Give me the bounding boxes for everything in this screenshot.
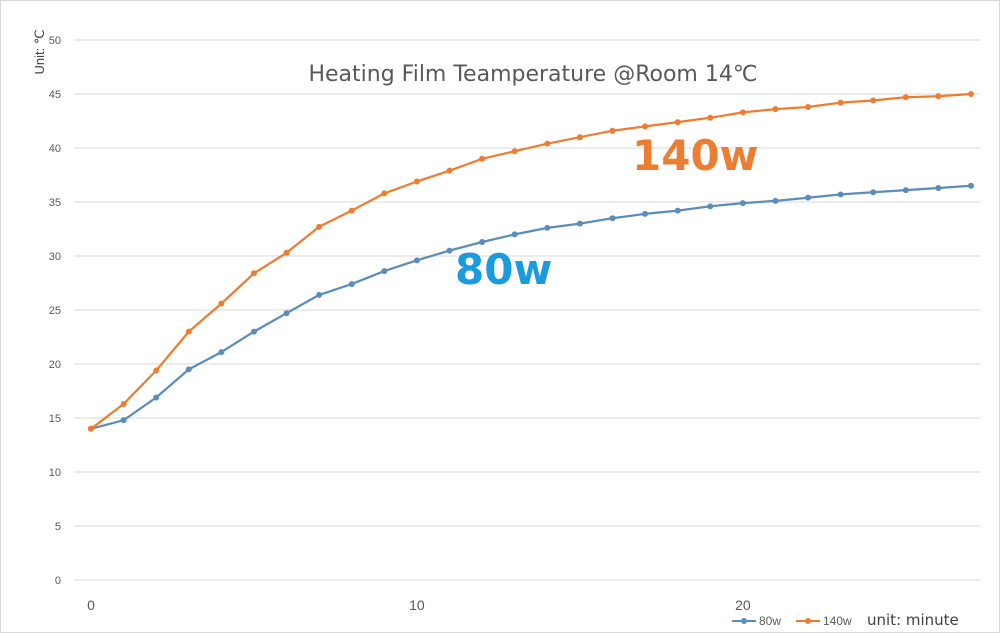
data-point-80w bbox=[446, 247, 453, 254]
data-point-80w bbox=[707, 203, 714, 210]
series-line-140w bbox=[90, 92, 972, 430]
data-point-80w bbox=[837, 191, 844, 198]
data-point-80w bbox=[674, 207, 681, 214]
data-point-140w bbox=[511, 148, 518, 155]
data-point-80w bbox=[902, 187, 909, 194]
data-point-80w bbox=[772, 197, 779, 204]
data-point-140w bbox=[837, 99, 844, 106]
data-point-140w bbox=[250, 270, 257, 277]
data-point-140w bbox=[153, 367, 160, 374]
legend-label-80w: 80w bbox=[759, 614, 781, 628]
y-tick-label: 15 bbox=[49, 413, 61, 425]
series-group bbox=[88, 91, 974, 432]
data-point-140w bbox=[316, 223, 323, 230]
data-point-80w bbox=[250, 328, 257, 335]
data-point-80w bbox=[609, 215, 616, 222]
data-point-80w bbox=[870, 189, 877, 196]
y-tick-label: 30 bbox=[49, 251, 61, 263]
data-point-140w bbox=[446, 167, 453, 174]
data-point-140w bbox=[805, 103, 812, 110]
data-point-80w bbox=[348, 281, 355, 288]
data-point-80w bbox=[935, 184, 942, 191]
data-point-80w bbox=[316, 291, 323, 298]
x-tick-label: 10 bbox=[409, 597, 425, 613]
data-point-140w bbox=[968, 91, 974, 97]
data-point-80w bbox=[413, 257, 420, 264]
data-point-80w bbox=[153, 394, 160, 401]
data-point-140w bbox=[642, 123, 649, 130]
data-point-140w bbox=[772, 106, 779, 113]
data-point-140w bbox=[88, 425, 94, 432]
data-point-140w bbox=[381, 190, 388, 197]
annotation-80w: 80w bbox=[455, 245, 552, 294]
data-point-80w bbox=[968, 182, 974, 189]
data-point-80w bbox=[479, 238, 486, 245]
legend: 80w 140w bbox=[732, 614, 852, 628]
y-axis-ticks: 0 5 10 15 20 25 30 35 40 45 50 bbox=[49, 35, 61, 587]
data-point-140w bbox=[185, 328, 192, 335]
data-point-140w bbox=[413, 178, 420, 185]
data-point-140w bbox=[283, 249, 290, 256]
data-point-140w bbox=[902, 94, 909, 101]
data-point-80w bbox=[120, 417, 127, 424]
data-point-140w bbox=[120, 400, 127, 407]
annotation-140w: 140w bbox=[632, 131, 758, 180]
x-tick-label: 0 bbox=[87, 597, 95, 613]
legend-marker-80w bbox=[741, 618, 747, 624]
y-tick-label: 25 bbox=[49, 305, 61, 317]
data-point-140w bbox=[348, 207, 355, 214]
data-point-140w bbox=[674, 119, 681, 126]
y-tick-label: 20 bbox=[49, 359, 61, 371]
y-tick-label: 0 bbox=[55, 575, 61, 587]
y-tick-label: 5 bbox=[55, 521, 61, 533]
legend-label-140w: 140w bbox=[823, 614, 852, 628]
data-point-140w bbox=[935, 93, 942, 100]
data-point-140w bbox=[707, 114, 714, 121]
data-point-140w bbox=[544, 140, 551, 147]
data-point-80w bbox=[576, 220, 583, 227]
data-point-140w bbox=[218, 300, 225, 307]
data-point-80w bbox=[544, 224, 551, 231]
x-axis-ticks: 0 10 20 bbox=[87, 597, 751, 613]
data-point-80w bbox=[739, 200, 746, 207]
data-point-80w bbox=[185, 366, 192, 373]
data-point-80w bbox=[218, 349, 225, 356]
y-axis-label: Unit: ℃ bbox=[32, 30, 47, 75]
series-line-80w bbox=[90, 184, 972, 430]
y-tick-label: 40 bbox=[49, 143, 61, 155]
data-point-80w bbox=[805, 194, 812, 201]
data-point-140w bbox=[576, 134, 583, 141]
data-point-80w bbox=[642, 210, 649, 217]
data-point-140w bbox=[739, 109, 746, 116]
x-tick-label: 20 bbox=[735, 597, 751, 613]
y-tick-label: 45 bbox=[49, 89, 61, 101]
legend-marker-140w bbox=[805, 618, 811, 624]
grid-lines bbox=[74, 39, 980, 581]
data-point-80w bbox=[283, 310, 290, 317]
y-tick-label: 50 bbox=[49, 35, 61, 47]
data-point-140w bbox=[479, 155, 486, 162]
chart-title: Heating Film Teamperature @Room 14℃ bbox=[308, 62, 757, 87]
data-point-140w bbox=[609, 127, 616, 134]
y-tick-label: 10 bbox=[49, 467, 61, 479]
y-tick-label: 35 bbox=[49, 197, 61, 209]
data-point-140w bbox=[870, 97, 877, 104]
data-point-80w bbox=[511, 231, 518, 238]
data-point-80w bbox=[381, 268, 388, 275]
x-axis-unit-label: unit: minute bbox=[867, 611, 959, 629]
